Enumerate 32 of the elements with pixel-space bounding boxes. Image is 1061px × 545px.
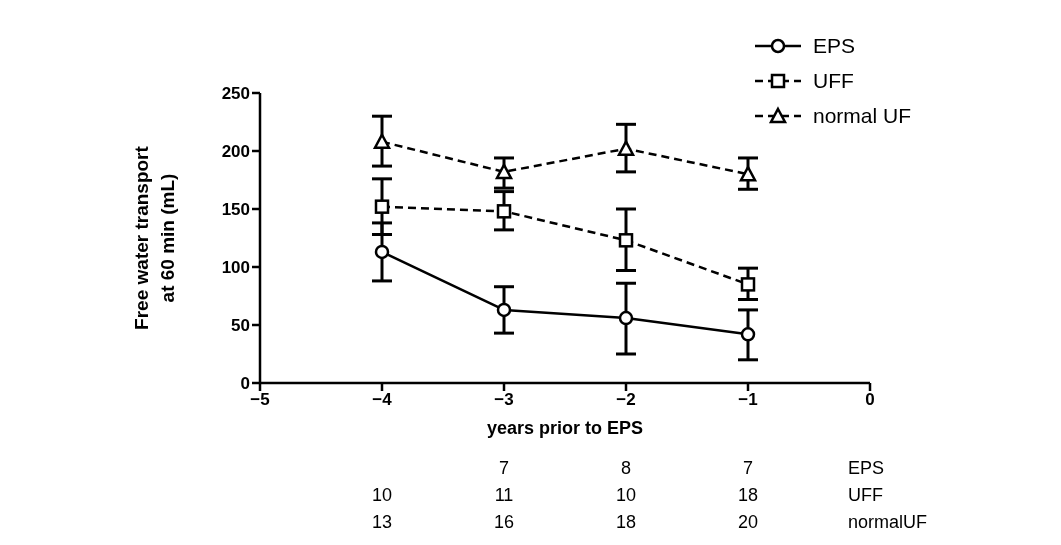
y-axis-title: Free water transport at 60 min (mL) xyxy=(131,145,178,330)
x-tick-label: −2 xyxy=(616,390,636,410)
y-tick-label: 50 xyxy=(231,316,250,336)
point xyxy=(740,327,756,342)
x-tick-label: −5 xyxy=(250,390,270,410)
point xyxy=(618,233,634,248)
x-axis-title: years prior to EPS xyxy=(486,418,644,438)
y-tick-label: 250 xyxy=(221,84,250,104)
point xyxy=(373,133,391,149)
point xyxy=(740,277,756,292)
x-tick-label: −4 xyxy=(372,390,393,410)
point xyxy=(496,302,512,318)
point xyxy=(618,310,634,326)
x-tick-label: 0 xyxy=(865,390,875,410)
text: 7 8 7 EPS xyxy=(498,458,885,478)
point xyxy=(739,165,757,182)
x-tick-label: −1 xyxy=(738,390,758,410)
point xyxy=(617,140,635,156)
legend-label: UFF xyxy=(813,68,854,93)
point xyxy=(495,163,513,180)
text: 10 11 10 18 UFF xyxy=(371,485,883,505)
y-tick-label: 200 xyxy=(221,142,250,162)
y-tick-label: 0 xyxy=(240,374,250,394)
y-tick-label: 150 xyxy=(221,200,250,220)
point xyxy=(374,244,390,260)
legend-label: EPS xyxy=(813,33,856,58)
x-tick-label: −3 xyxy=(494,390,514,410)
point xyxy=(496,204,512,219)
legend-label: normal UF xyxy=(813,103,912,128)
text: 13 16 18 20 normalUF xyxy=(371,512,928,532)
y-tick-label: 100 xyxy=(221,258,250,278)
point xyxy=(374,199,390,214)
